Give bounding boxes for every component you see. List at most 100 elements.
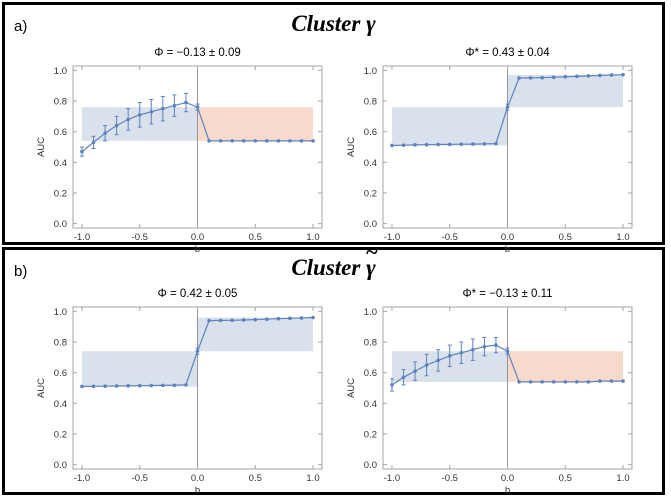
data-point xyxy=(91,140,96,145)
data-point xyxy=(80,149,84,154)
data-point xyxy=(401,375,406,380)
data-point xyxy=(253,317,258,322)
data-point xyxy=(218,318,223,323)
y-tick-label: 1.0 xyxy=(54,307,67,318)
data-point xyxy=(103,384,107,388)
data-point xyxy=(195,105,200,109)
panel-label: b) xyxy=(14,263,28,280)
x-tick-label: -0.5 xyxy=(442,473,458,484)
data-point xyxy=(459,350,464,355)
panel-a: a) Cluster γ xyxy=(2,2,665,245)
data-point xyxy=(276,316,281,321)
data-point xyxy=(609,73,614,77)
x-tick-label: -0.5 xyxy=(132,473,148,484)
band-blue xyxy=(507,74,624,108)
x-tick-label: -1.0 xyxy=(384,232,400,243)
y-tick-label: 0.6 xyxy=(364,368,377,379)
data-point xyxy=(436,142,440,147)
data-point xyxy=(528,76,533,80)
data-point xyxy=(390,143,394,148)
data-point xyxy=(459,142,464,147)
y-tick-label: 0.8 xyxy=(54,97,67,108)
y-axis-label: AUC xyxy=(36,378,47,398)
cluster-title-symbol-tilde: γ xyxy=(366,239,376,281)
data-point xyxy=(528,380,533,384)
data-point xyxy=(563,75,568,79)
chart-b-right: Φ* = −0.13 ± 0.11 0.0 0.2 0.4 0.6 0.8 1.0 -1.0 -… xyxy=(346,288,633,496)
panel-label: a) xyxy=(14,18,28,35)
chart-a-right: Φ* = 0.43 ± 0.04 0.0 0.2 0.4 0.6 0.8 1.0 -1.0 -0… xyxy=(346,47,633,255)
y-tick-label: 1.0 xyxy=(54,66,67,77)
x-tick-label: 0.0 xyxy=(501,473,514,484)
data-point xyxy=(172,383,177,388)
y-tick-label: 0.6 xyxy=(364,127,377,138)
data-point xyxy=(230,318,234,323)
data-point xyxy=(586,74,591,78)
data-point xyxy=(471,142,475,146)
y-tick-label: 0.0 xyxy=(54,460,67,471)
y-tick-label: 0.0 xyxy=(364,219,377,230)
y-axis-label: AUC xyxy=(36,137,47,157)
data-point xyxy=(114,384,119,388)
chart-b-left: Φ = 0.42 ± 0.05 0.0 0.2 0.4 0.6 0.8 1.0 -1.0 -0.… xyxy=(36,288,323,496)
band-blue xyxy=(391,107,508,146)
data-point xyxy=(401,143,406,147)
chart-title: Φ = −0.13 ± 0.09 xyxy=(154,47,240,59)
x-tick-label: 0.5 xyxy=(249,232,262,243)
data-point xyxy=(413,143,417,147)
y-tick-label: 0.2 xyxy=(364,188,377,199)
x-axis-label: b xyxy=(195,485,200,496)
data-point xyxy=(80,384,84,389)
chart-title: Φ* = −0.13 ± 0.11 xyxy=(462,288,552,300)
data-point xyxy=(253,139,258,143)
band-blue xyxy=(81,351,198,387)
chart-a-left: Φ = −0.13 ± 0.09 0.0 0.2 0.4 0.6 0.8 1.0 -1.0 -0… xyxy=(36,47,323,255)
data-point xyxy=(447,354,452,358)
data-point xyxy=(288,316,292,321)
data-point xyxy=(413,369,417,373)
data-point xyxy=(241,318,246,322)
data-point xyxy=(447,142,452,147)
data-point xyxy=(299,139,304,143)
data-point xyxy=(505,349,510,354)
y-tick-label: 0.8 xyxy=(364,338,377,349)
data-point xyxy=(91,384,96,389)
y-tick-label: 0.8 xyxy=(54,338,67,349)
data-point xyxy=(471,347,475,352)
y-tick-label: 0.0 xyxy=(364,460,377,471)
data-point xyxy=(276,139,281,143)
data-point xyxy=(172,103,177,108)
data-point xyxy=(149,383,154,388)
x-tick-label: 0.5 xyxy=(559,232,572,243)
data-point xyxy=(424,363,429,367)
band-red xyxy=(197,107,314,141)
x-tick-label: 0.0 xyxy=(191,473,204,484)
data-point xyxy=(218,139,223,143)
chart-title: Φ = 0.42 ± 0.05 xyxy=(158,288,238,300)
y-tick-label: 0.4 xyxy=(54,158,67,169)
data-point xyxy=(114,123,119,128)
x-tick-label: -1.0 xyxy=(74,473,90,484)
x-axis-label: b xyxy=(195,244,200,255)
y-tick-label: 0.4 xyxy=(364,158,377,169)
cluster-title-word: Cluster xyxy=(291,255,361,280)
data-point xyxy=(494,343,498,347)
data-point xyxy=(598,73,602,78)
data-point xyxy=(184,100,188,105)
y-tick-label: 1.0 xyxy=(364,66,377,77)
data-point xyxy=(184,383,188,387)
cluster-title: Cluster γ xyxy=(5,11,662,37)
data-point xyxy=(207,318,211,323)
data-point xyxy=(137,383,142,388)
y-tick-label: 0.4 xyxy=(364,399,377,410)
x-tick-label: -0.5 xyxy=(132,232,148,243)
band-red xyxy=(507,351,624,382)
data-point xyxy=(575,380,579,384)
y-tick-label: 0.0 xyxy=(54,219,67,230)
y-tick-label: 0.8 xyxy=(364,97,377,108)
x-tick-label: 0.5 xyxy=(249,473,262,484)
x-tick-label: 1.0 xyxy=(306,232,319,243)
data-point xyxy=(551,380,556,384)
data-point xyxy=(424,142,429,147)
data-point xyxy=(126,384,130,388)
